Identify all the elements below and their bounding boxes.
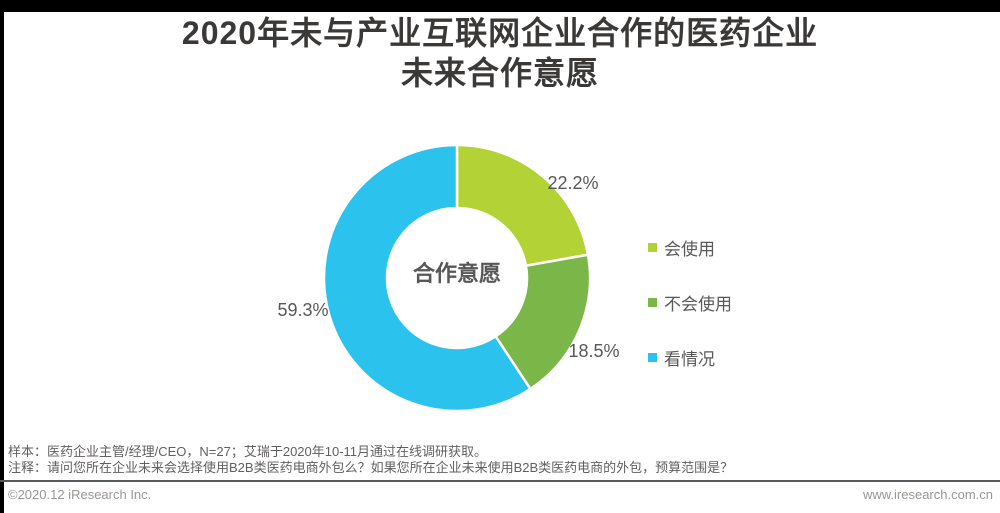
slice-label-depends: 59.3% (277, 300, 329, 320)
donut-chart (321, 142, 593, 414)
legend-item-depends: 看情况 (648, 348, 732, 369)
legend-item-will-use: 会使用 (648, 238, 732, 259)
legend-item-will-not-use: 不会使用 (648, 293, 732, 314)
legend-label-will-use: 会使用 (664, 239, 715, 259)
chart-title-line1: 2020年未与产业互联网企业合作的医药企业 (181, 15, 819, 51)
legend-swatch-will-use (648, 242, 657, 252)
top-border-bar (0, 0, 1000, 12)
legend-label-will-not-use: 不会使用 (664, 294, 732, 314)
copyright-text: ©2020.12 iResearch Inc. (8, 487, 152, 502)
footnotes: 样本：医药企业主管/经理/CEO，N=27；艾瑞于2020年10-11月通过在线… (8, 444, 988, 476)
legend-swatch-depends (648, 352, 657, 362)
donut-center-label: 合作意愿 (412, 261, 501, 286)
footer: ©2020.12 iResearch Inc. www.iresearch.co… (8, 487, 993, 502)
sample-note: 样本：医药企业主管/经理/CEO，N=27；艾瑞于2020年10-11月通过在线… (8, 444, 488, 459)
donut-svg (322, 143, 592, 413)
legend: 会使用 不会使用 看情况 (648, 238, 732, 403)
slice-label-will-not-use: 18.5% (568, 341, 620, 361)
chart-title-line2: 未来合作意愿 (400, 55, 599, 91)
left-border-bar (0, 0, 4, 513)
chart-title: 2020年未与产业互联网企业合作的医药企业 未来合作意愿 (0, 13, 1000, 93)
legend-label-depends: 看情况 (664, 349, 715, 369)
website-text: www.iresearch.com.cn (862, 487, 993, 502)
footer-divider (0, 480, 1000, 482)
question-note: 注释：请问您所在企业未来会选择使用B2B类医药电商外包么？如果您所在企业未来使用… (8, 460, 734, 475)
slice-label-will-use: 22.2% (547, 173, 599, 193)
legend-swatch-will-not-use (648, 297, 657, 307)
